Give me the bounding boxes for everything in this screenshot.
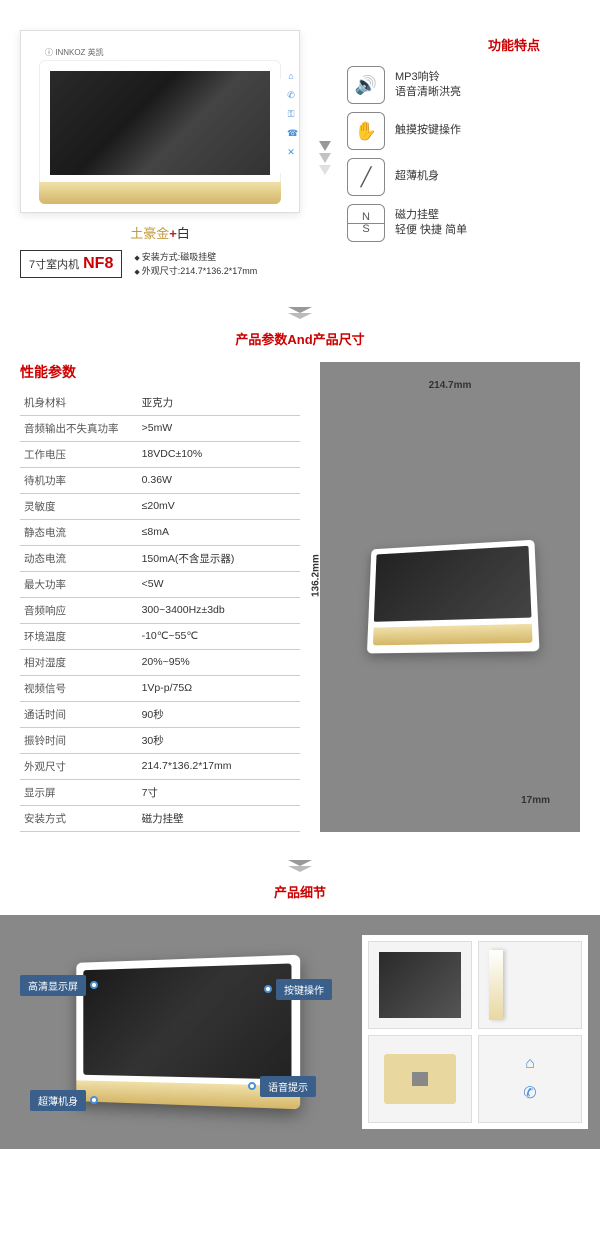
callout-voice: 语音提示 <box>248 1076 316 1097</box>
dim-width: 214.7mm <box>429 380 472 391</box>
spec-row: 通话时间90秒 <box>20 701 300 727</box>
specs-title: 性能参数 <box>20 362 300 382</box>
model-row: 7寸室内机 NF8 安装方式:磁吸挂壁 外观尺寸:214.7*136.2*17m… <box>20 250 300 279</box>
side-icons: ⌂ ✆ ⚿ ☎ ✕ <box>287 72 295 156</box>
specs-table-wrap: 性能参数 机身材料亚克力音频输出不失真功率>5mW工作电压18VDC±10%待机… <box>20 362 300 832</box>
spec-row: 音频输出不失真功率>5mW <box>20 415 300 441</box>
spec-row: 动态电流150mA(不含显示器) <box>20 545 300 571</box>
magnet-icon: NS <box>347 204 385 242</box>
install-dims: 外观尺寸:214.7*136.2*17mm <box>134 266 257 276</box>
detail-thumbs: ⌂✆ <box>362 935 588 1129</box>
features-title: 功能特点 <box>315 35 580 54</box>
spec-row: 工作电压18VDC±10% <box>20 441 300 467</box>
hero-product: ⓘ INNKOZ 英凯 ⌂ ✆ ⚿ ☎ ✕ 土豪金+白 7寸室内机 NF8 <box>20 30 300 279</box>
thumb-back <box>368 1035 472 1123</box>
section-title-details: 产品细节 <box>0 876 600 915</box>
spec-row: 音频响应300~3400Hz±3db <box>20 597 300 623</box>
dim-height: 136.2mm <box>311 554 322 597</box>
spec-row: 灵敏度≤20mV <box>20 493 300 519</box>
color-plus: + <box>169 226 177 241</box>
model-badge: 7寸室内机 NF8 <box>20 250 122 278</box>
color-white: 白 <box>177 226 190 241</box>
divider-icon <box>0 299 600 323</box>
dim-depth: 17mm <box>521 795 550 806</box>
model-prefix: 7寸室内机 <box>29 256 79 272</box>
key-icon: ⚿ <box>287 110 295 118</box>
mute-icon: ✕ <box>287 148 295 156</box>
spec-row: 振铃时间30秒 <box>20 727 300 753</box>
dim-device <box>367 539 540 653</box>
chat-icon: ☎ <box>287 129 295 137</box>
callout-buttons: 按键操作 <box>264 979 332 1000</box>
spec-row: 静态电流≤8mA <box>20 519 300 545</box>
features-list: 🔊 MP3响铃语音清晰洪亮 ✋ 触摸按键操作 ╱ 超薄机身 NS 磁力挂壁轻便 … <box>347 66 580 250</box>
call-icon: ✆ <box>523 1083 536 1103</box>
spec-row: 显示屏7寸 <box>20 779 300 805</box>
speaker-icon: 🔊 <box>347 66 385 104</box>
install-method: 安装方式:磁吸挂壁 <box>134 252 216 262</box>
call-icon: ✆ <box>287 91 295 99</box>
spec-row: 待机功率0.36W <box>20 467 300 493</box>
section-title-specs: 产品参数And产品尺寸 <box>0 323 600 362</box>
model-code: NF8 <box>83 255 113 273</box>
spec-row: 相对湿度20%~95% <box>20 649 300 675</box>
spec-row: 最大功率<5W <box>20 571 300 597</box>
specs-section: 性能参数 机身材料亚克力音频输出不失真功率>5mW工作电压18VDC±10%待机… <box>0 362 600 852</box>
install-info: 安装方式:磁吸挂壁 外观尺寸:214.7*136.2*17mm <box>134 250 257 279</box>
spec-row: 视频信号1Vp-p/75Ω <box>20 675 300 701</box>
features-column: 功能特点 🔊 MP3响铃语音清晰洪亮 ✋ 触摸按键操作 ╱ 超薄机身 <box>315 30 580 279</box>
color-label: 土豪金+白 <box>20 223 300 242</box>
spec-row: 安装方式磁力挂壁 <box>20 805 300 831</box>
device-screen <box>47 68 273 178</box>
divider-icon <box>0 852 600 876</box>
thumb-icons: ⌂✆ <box>478 1035 582 1123</box>
callout-screen: 高清显示屏 <box>20 975 98 996</box>
home-icon: ⌂ <box>287 72 295 80</box>
details-section: 高清显示屏 超薄机身 按键操作 语音提示 ⌂✆ <box>0 915 600 1149</box>
spec-row: 机身材料亚克力 <box>20 390 300 416</box>
home-icon: ⌂ <box>525 1055 535 1073</box>
brand-logo: ⓘ INNKOZ 英凯 <box>39 43 281 60</box>
color-gold: 土豪金 <box>130 226 169 241</box>
hero-section: ⓘ INNKOZ 英凯 ⌂ ✆ ⚿ ☎ ✕ 土豪金+白 7寸室内机 NF8 <box>0 0 600 299</box>
detail-hero: 高清显示屏 超薄机身 按键操作 语音提示 <box>12 935 352 1129</box>
feature-item: ✋ 触摸按键操作 <box>347 112 580 150</box>
device-mock: ⌂ ✆ ⚿ ☎ ✕ <box>39 60 281 204</box>
feature-item: NS 磁力挂壁轻便 快捷 简单 <box>347 204 580 242</box>
touch-icon: ✋ <box>347 112 385 150</box>
spec-row: 环境温度-10℃~55℃ <box>20 623 300 649</box>
thumb-front <box>368 941 472 1029</box>
device-card: ⓘ INNKOZ 英凯 ⌂ ✆ ⚿ ☎ ✕ <box>20 30 300 213</box>
slim-icon: ╱ <box>347 158 385 196</box>
device-gold-bar <box>39 182 281 204</box>
callout-slim: 超薄机身 <box>30 1090 98 1111</box>
feature-item: ╱ 超薄机身 <box>347 158 580 196</box>
thumb-side <box>478 941 582 1029</box>
feature-item: 🔊 MP3响铃语音清晰洪亮 <box>347 66 580 104</box>
spec-row: 外观尺寸214.7*136.2*17mm <box>20 753 300 779</box>
dimension-diagram: 214.7mm 136.2mm 17mm <box>320 362 580 832</box>
arrow-icon <box>315 141 335 175</box>
specs-table: 机身材料亚克力音频输出不失真功率>5mW工作电压18VDC±10%待机功率0.3… <box>20 390 300 832</box>
